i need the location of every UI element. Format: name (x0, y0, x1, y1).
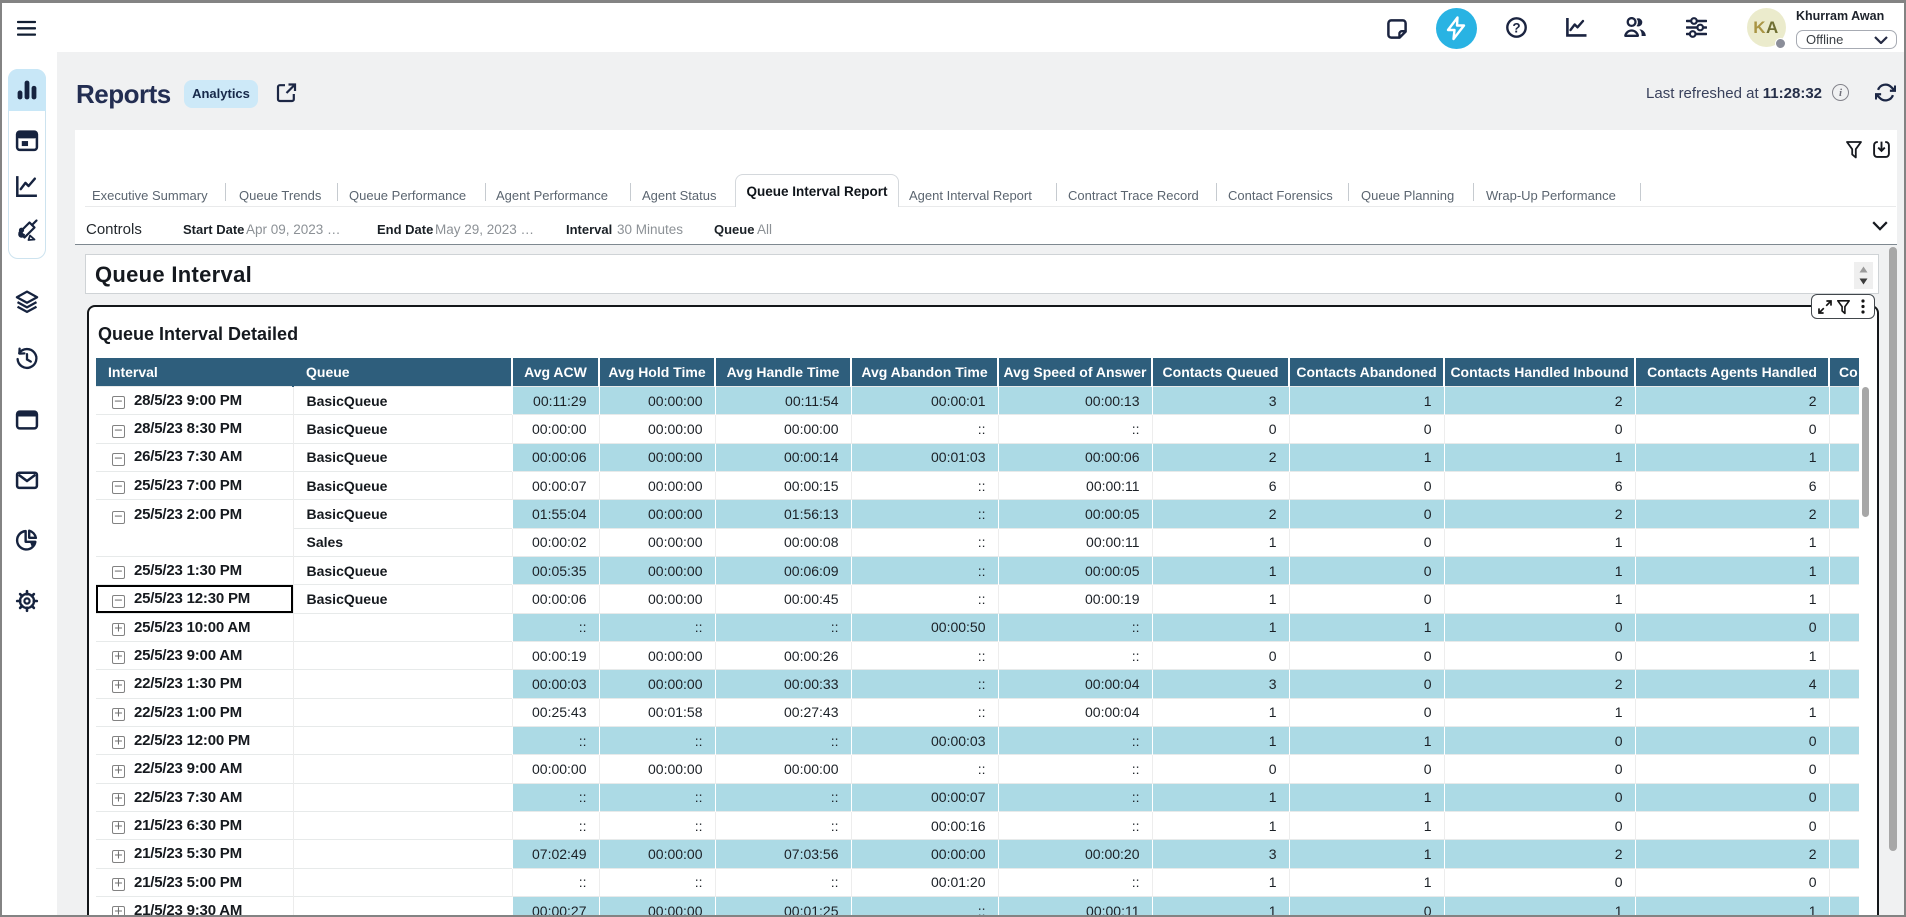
svg-text:?: ? (1512, 20, 1520, 35)
